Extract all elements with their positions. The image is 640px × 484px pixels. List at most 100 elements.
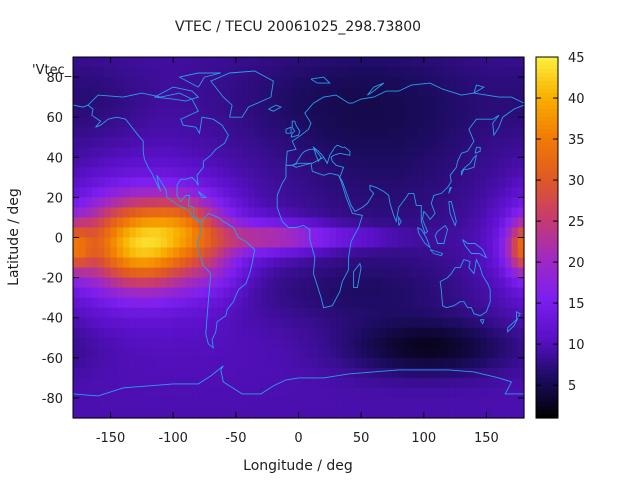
heatmap-cell: [123, 367, 130, 379]
heatmap-cell: [392, 87, 400, 98]
heatmap-cell: [273, 117, 281, 128]
heatmap-cell: [417, 127, 425, 138]
heatmap-cell: [223, 287, 231, 299]
heatmap-cell: [517, 97, 525, 108]
heatmap-cell: [98, 367, 105, 379]
heatmap-cell: [254, 377, 262, 389]
heatmap-cell: [135, 57, 143, 68]
heatmap-cell: [292, 317, 300, 329]
heatmap-cell: [379, 257, 387, 269]
heatmap-cell: [498, 117, 506, 128]
heatmap-cell: [404, 397, 412, 409]
heatmap-cell: [141, 357, 149, 369]
heatmap-cell: [185, 237, 193, 249]
heatmap-cell: [141, 217, 149, 229]
heatmap-cell: [386, 177, 394, 188]
colorbar-segment: [536, 333, 558, 339]
heatmap-cell: [235, 307, 243, 319]
heatmap-cell: [91, 87, 99, 98]
heatmap-cell: [348, 167, 356, 178]
heatmap-cell: [85, 227, 93, 239]
heatmap-cell: [248, 237, 256, 249]
heatmap-cell: [198, 137, 206, 148]
heatmap-cell: [73, 317, 80, 329]
heatmap-cell: [492, 357, 500, 369]
heatmap-cell: [498, 287, 506, 299]
heatmap-cell: [473, 127, 481, 138]
heatmap-cell: [361, 187, 368, 198]
heatmap-cell: [79, 367, 87, 379]
heatmap-cell: [480, 317, 488, 329]
heatmap-cell: [455, 217, 462, 229]
heatmap-cell: [486, 67, 494, 78]
heatmap-cell: [342, 157, 350, 168]
heatmap-cell: [166, 147, 174, 158]
heatmap-cell: [160, 287, 168, 299]
heatmap-cell: [160, 167, 168, 178]
heatmap-cell: [517, 307, 525, 319]
heatmap-cell: [448, 327, 456, 339]
heatmap-cell: [448, 227, 456, 239]
heatmap-cell: [204, 137, 212, 148]
heatmap-cell: [242, 177, 249, 188]
heatmap-cell: [179, 187, 187, 198]
heatmap-cell: [430, 237, 437, 249]
heatmap-cell: [104, 397, 112, 409]
heatmap-cell: [160, 337, 168, 349]
heatmap-cell: [329, 347, 337, 359]
heatmap-cell: [480, 117, 488, 128]
heatmap-cell: [141, 347, 149, 359]
heatmap-cell: [367, 267, 375, 279]
heatmap-cell: [79, 117, 87, 128]
heatmap-cell: [198, 387, 206, 399]
heatmap-cell: [204, 77, 212, 88]
heatmap-cell: [98, 347, 105, 359]
heatmap-cell: [98, 167, 105, 178]
heatmap-cell: [217, 367, 224, 379]
heatmap-cell: [104, 227, 112, 239]
heatmap-cell: [361, 317, 368, 329]
heatmap-cell: [98, 187, 105, 198]
heatmap-cell: [442, 337, 450, 349]
heatmap-cell: [511, 207, 519, 219]
heatmap-cell: [110, 127, 118, 138]
heatmap-cell: [141, 227, 149, 239]
heatmap-cell: [498, 197, 506, 209]
heatmap-cell: [367, 127, 375, 138]
heatmap-cell: [323, 247, 331, 259]
heatmap-cell: [386, 187, 394, 198]
heatmap-cell: [461, 87, 469, 98]
heatmap-cell: [423, 247, 431, 259]
heatmap-cell: [242, 127, 249, 138]
heatmap-cell: [129, 147, 137, 158]
heatmap-cell: [73, 237, 80, 249]
heatmap-cell: [361, 197, 368, 209]
heatmap-cell: [192, 87, 199, 98]
heatmap-cell: [348, 307, 356, 319]
heatmap-cell: [104, 267, 112, 279]
heatmap-cell: [148, 387, 156, 399]
heatmap-cell: [455, 377, 462, 389]
heatmap-cell: [292, 207, 300, 219]
heatmap-cell: [217, 397, 224, 409]
heatmap-cell: [473, 157, 481, 168]
heatmap-cell: [430, 107, 437, 118]
heatmap-cell: [386, 227, 394, 239]
heatmap-cell: [267, 397, 275, 409]
heatmap-cell: [217, 187, 224, 198]
heatmap-cell: [260, 167, 268, 178]
heatmap-cell: [467, 347, 475, 359]
heatmap-cell: [455, 367, 462, 379]
heatmap-cell: [392, 307, 400, 319]
heatmap-cell: [129, 237, 137, 249]
heatmap-cell: [455, 277, 462, 289]
heatmap-cell: [223, 397, 231, 409]
heatmap-cell: [436, 147, 444, 158]
heatmap-cell: [242, 217, 249, 229]
heatmap-cell: [235, 97, 243, 108]
heatmap-cell: [204, 317, 212, 329]
heatmap-cell: [511, 277, 519, 289]
heatmap-cell: [461, 407, 469, 419]
heatmap-cell: [166, 277, 174, 289]
heatmap-cell: [160, 297, 168, 309]
